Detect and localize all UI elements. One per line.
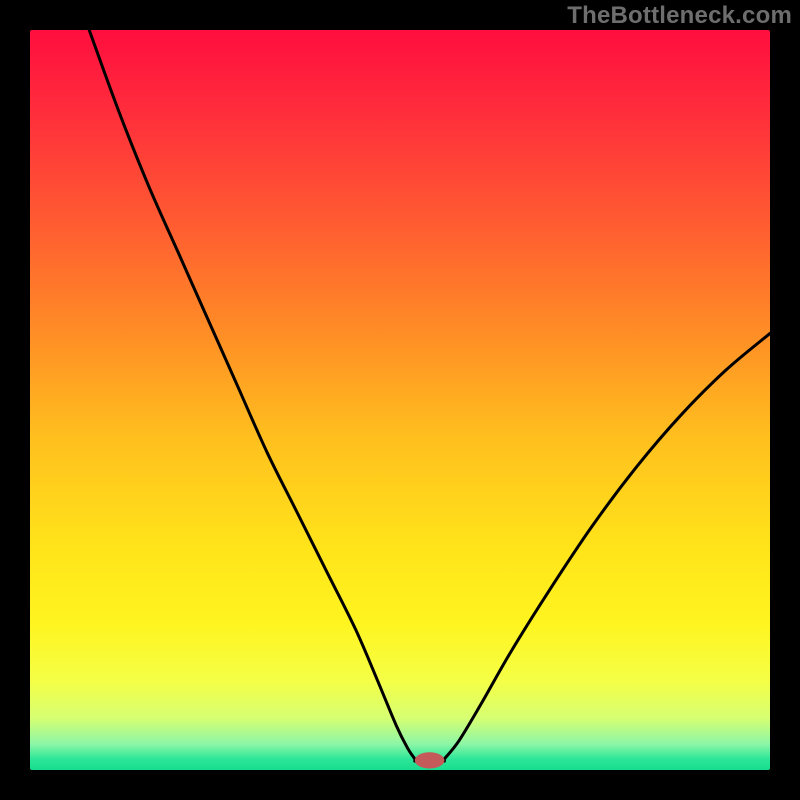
plot-svg (30, 30, 770, 770)
chart-frame: TheBottleneck.com (0, 0, 800, 800)
min-marker (415, 752, 445, 768)
watermark-text: TheBottleneck.com (567, 2, 792, 30)
plot-area (30, 30, 770, 770)
gradient-background (30, 30, 770, 770)
